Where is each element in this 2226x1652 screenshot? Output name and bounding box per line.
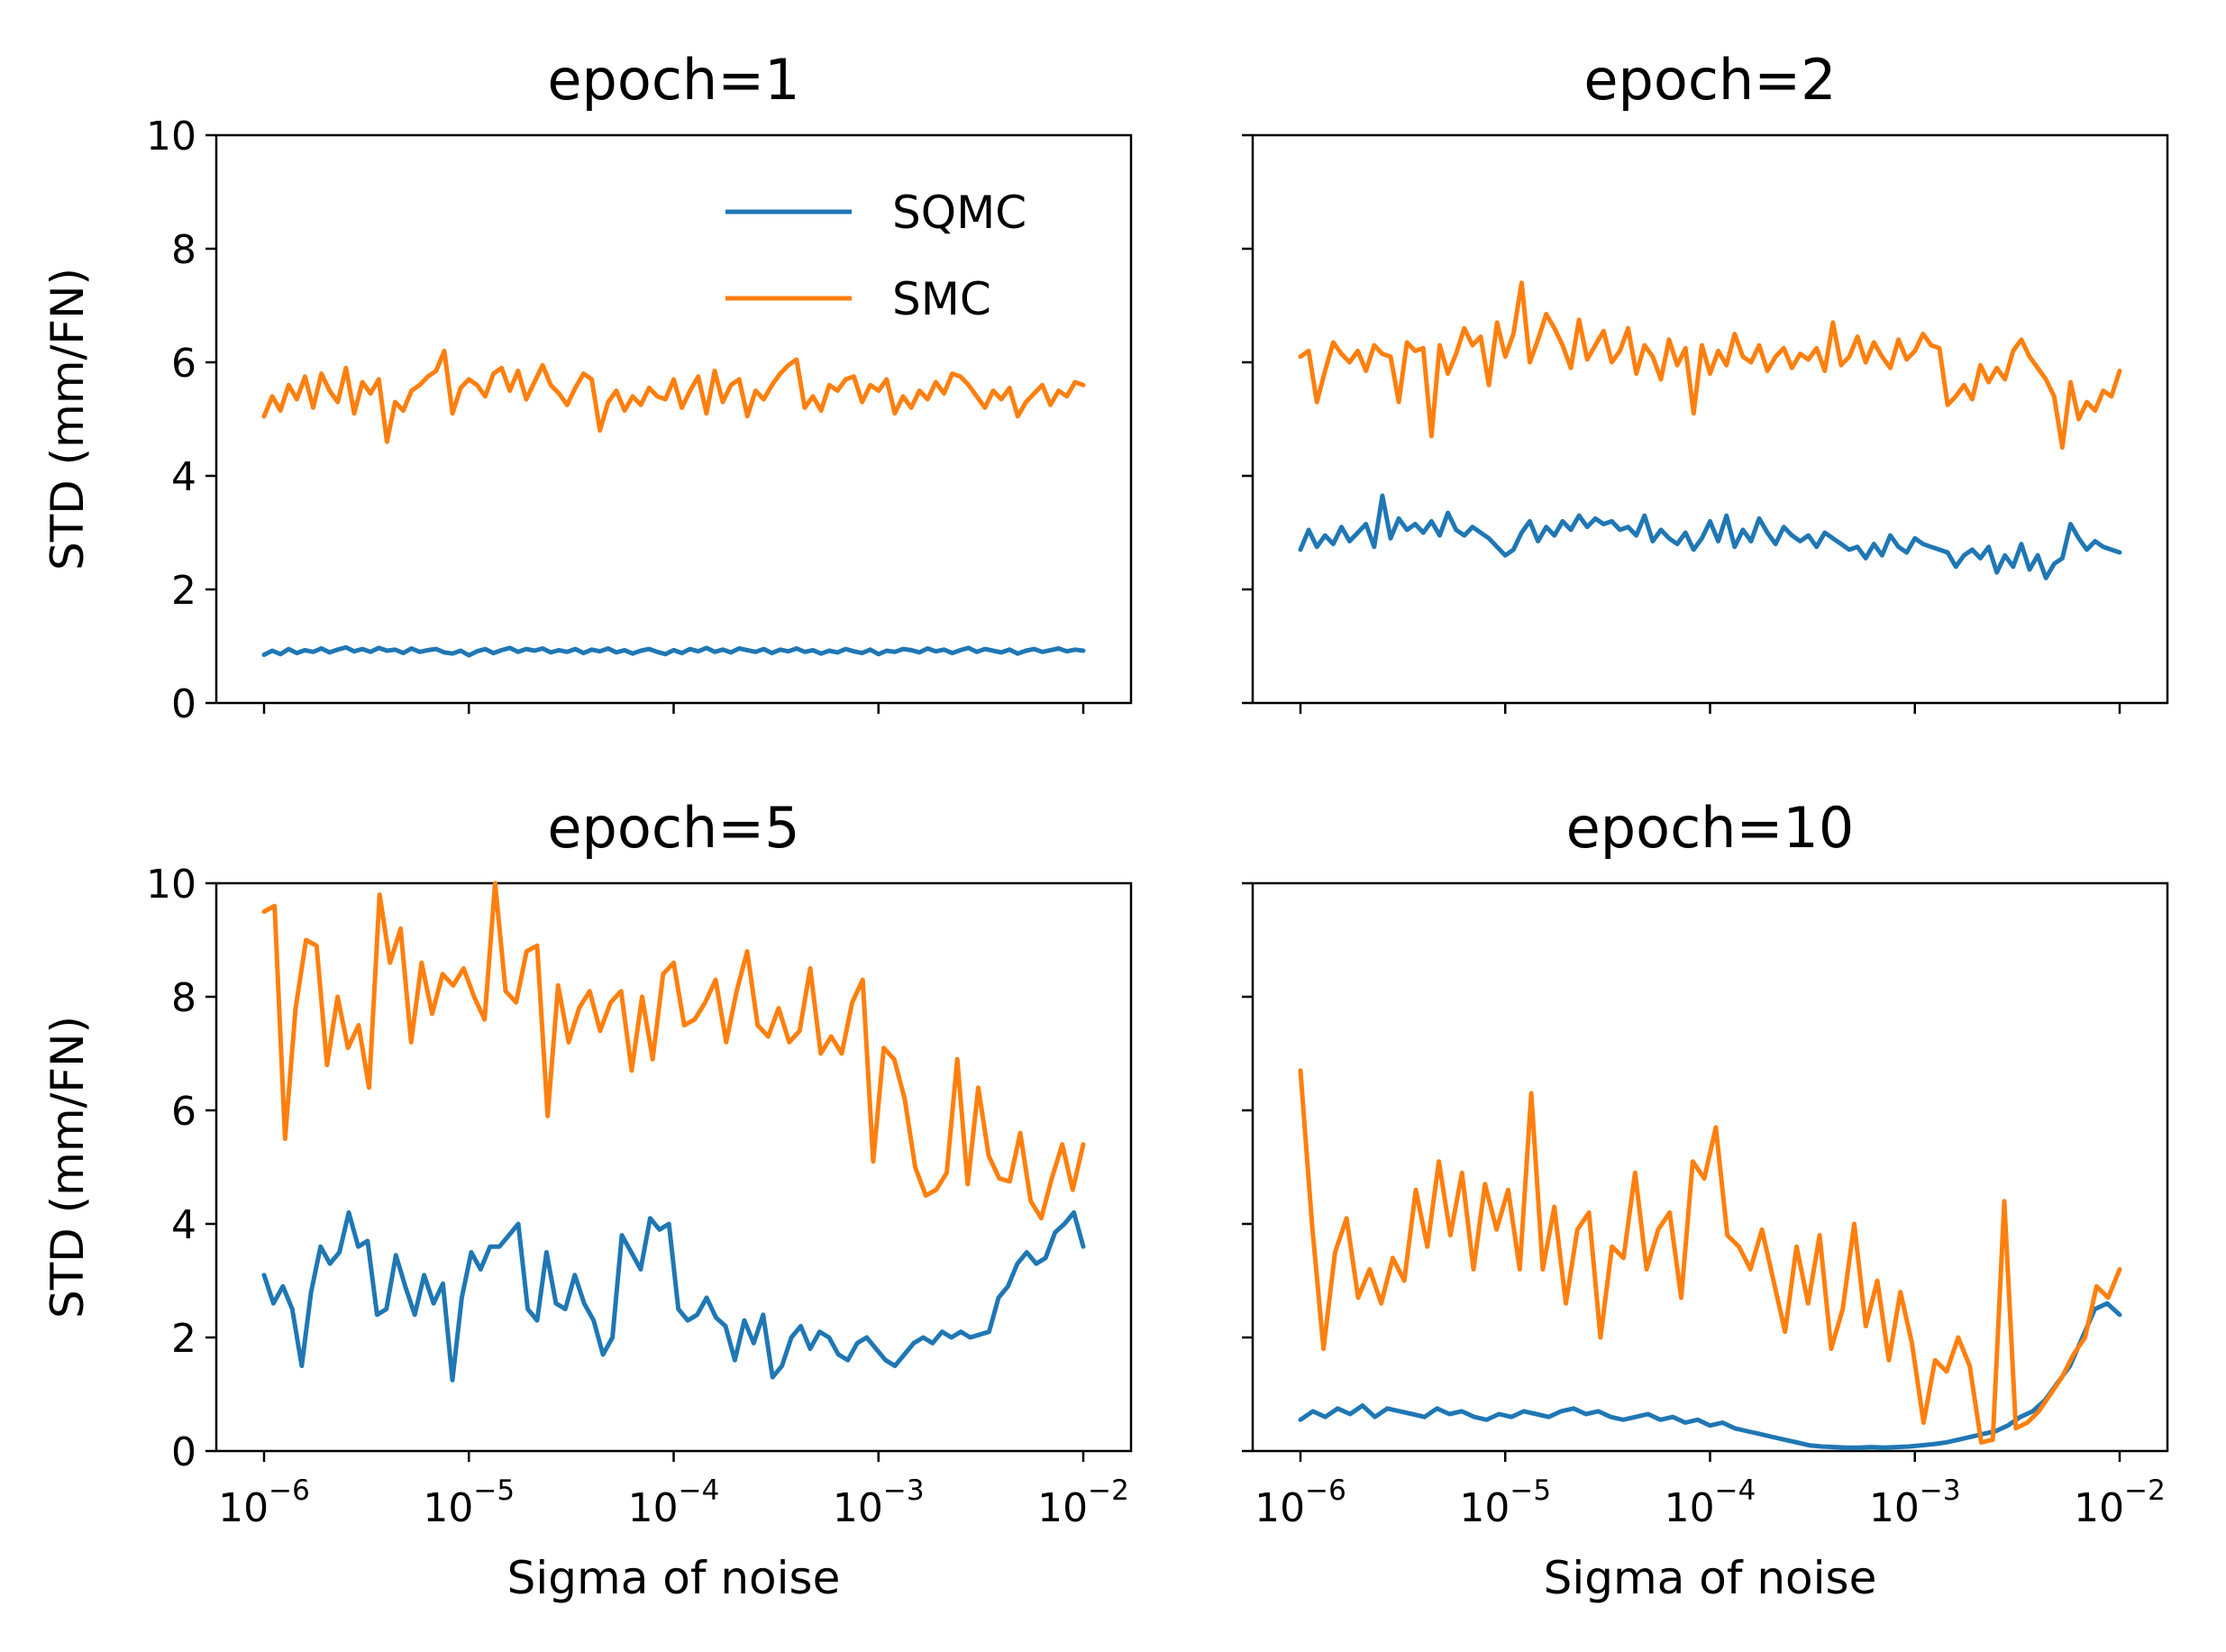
legend-label-sqmc: SQMC <box>892 187 1026 239</box>
series-line-sqmc <box>261 644 1086 658</box>
y-tick-label: 2 <box>171 568 196 614</box>
y-tick-label: 8 <box>171 975 196 1021</box>
plot-frame <box>1251 133 2169 705</box>
x-axis-label: Sigma of noise <box>507 1552 841 1604</box>
subplot-1: epoch=1 0 2 4 6 8 10 STD (mm/FN) SQMC SMC <box>41 47 1133 727</box>
series-line-smc <box>261 348 1086 444</box>
y-axis-label: STD (mm/FN) <box>41 1016 94 1319</box>
x-tick-label: 10−4 <box>628 1474 720 1531</box>
y-tick-label: 6 <box>171 1089 196 1135</box>
x-tick-label: 10−2 <box>2074 1474 2166 1531</box>
series-line-sqmc <box>1298 1301 2122 1450</box>
y-tick-label: 10 <box>146 862 196 908</box>
y-tick-label: 4 <box>171 454 196 500</box>
y-tick-label: 8 <box>171 227 196 273</box>
y-tick-label: 2 <box>171 1316 196 1362</box>
series-line-smc <box>1298 1068 2122 1445</box>
x-tick-label: 10−6 <box>1254 1474 1346 1531</box>
y-tick-label: 10 <box>146 114 196 160</box>
plot-frame <box>1251 881 2169 1453</box>
subplot-title: epoch=2 <box>1583 47 1836 113</box>
y-axis-label: STD (mm/FN) <box>41 268 94 570</box>
legend: SQMC SMC <box>725 187 1026 325</box>
subplot-title: epoch=10 <box>1566 795 1855 861</box>
x-tick-label: 10−5 <box>423 1474 515 1531</box>
series-line-sqmc <box>261 1209 1086 1383</box>
series-line-sqmc <box>1298 493 2122 580</box>
x-tick-label: 10−5 <box>1459 1474 1551 1531</box>
x-axis-label: Sigma of noise <box>1544 1552 1877 1604</box>
y-tick-label: 4 <box>171 1202 196 1248</box>
series-line-smc <box>1298 280 2122 450</box>
subplot-title: epoch=1 <box>547 47 799 113</box>
x-tick-label: 10−6 <box>218 1474 310 1531</box>
subplot-title: epoch=5 <box>547 795 799 861</box>
y-tick-label: 6 <box>171 341 196 387</box>
x-tick-label: 10−3 <box>1869 1474 1961 1531</box>
series-line-smc <box>261 881 1086 1221</box>
x-tick-label: 10−3 <box>833 1474 925 1531</box>
subplot-4: epoch=10 10−6 10−5 10−4 10−3 10−2 Sigma of noi… <box>1242 795 2169 1604</box>
subplot-2: epoch=2 <box>1242 47 2169 714</box>
subplot-3: epoch=5 0 2 4 6 8 10 10−6 10−5 10−4 10−3 10−2 STD (m… <box>41 795 1133 1604</box>
legend-label-smc: SMC <box>892 273 991 325</box>
y-tick-label: 0 <box>171 681 196 727</box>
x-tick-label: 10−2 <box>1037 1474 1129 1531</box>
y-tick-label: 0 <box>171 1429 196 1475</box>
x-tick-label: 10−4 <box>1665 1474 1756 1531</box>
